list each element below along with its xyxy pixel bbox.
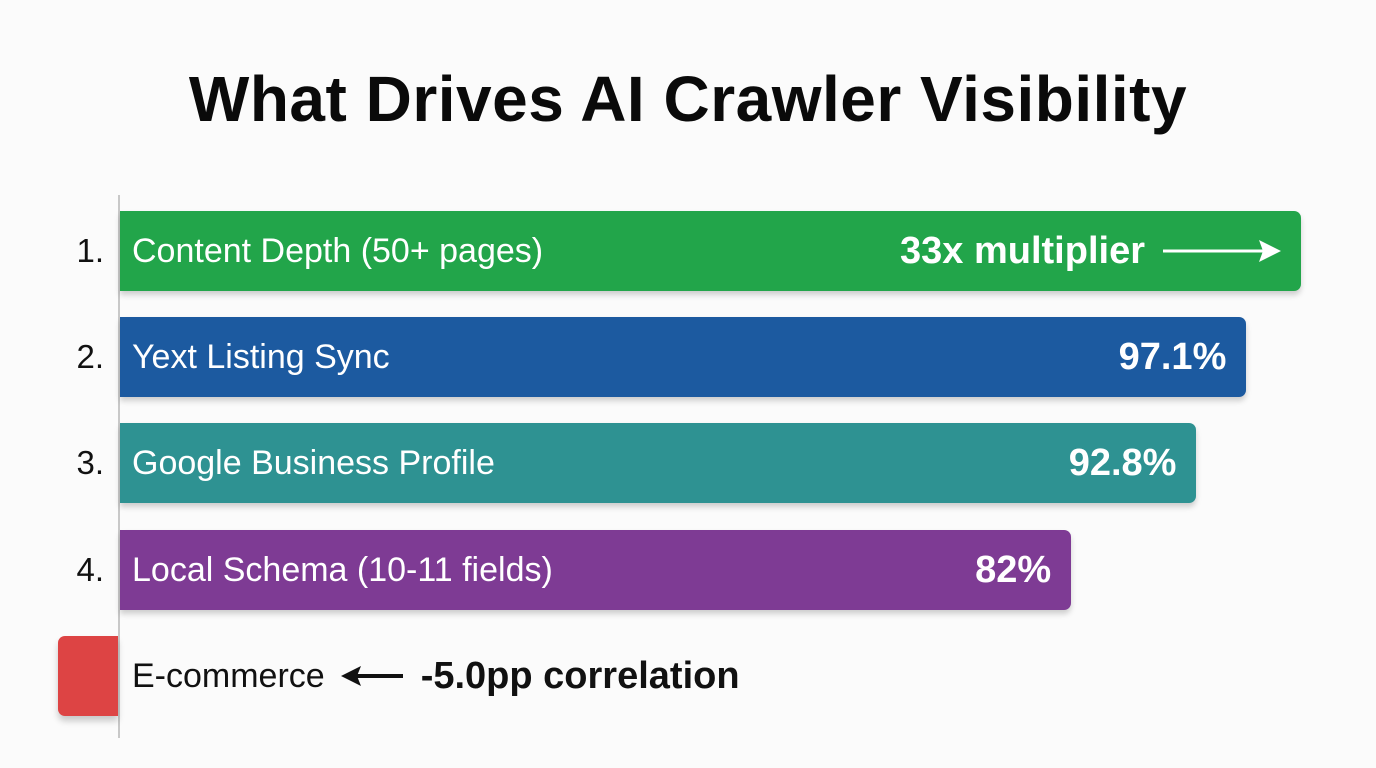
value-label: 92.8% [1068,442,1177,484]
bar: Yext Listing Sync 97.1% [120,317,1247,397]
bar-row: 3. Google Business Profile 92.8% [0,423,1376,503]
category-label: Yext Listing Sync [132,338,390,376]
bar: Local Schema (10-11 fields) 82% [120,530,1072,610]
bar: Content Depth (50+ pages) 33x multiplier [120,211,1301,291]
value-label-wrap: 33x multiplier [900,211,1281,291]
chart-title: What Drives AI Crawler Visibility [188,63,1188,135]
rank-label: 4. [76,551,104,588]
category-label: Google Business Profile [132,444,495,482]
rank-label: 2. [76,338,104,375]
value-label: 33x multiplier [900,230,1145,272]
value-label-wrap: 92.8% [1069,423,1177,503]
value-label-wrap: 82% [975,530,1051,610]
rank-label: 1. [76,232,104,269]
bar-row: 4. Local Schema (10-11 fields) 82% [0,530,1376,610]
negative-value-label: -5.0pp correlation [420,654,740,697]
rank-label: 3. [76,444,104,481]
value-label: 82% [975,549,1052,591]
arrow-right-icon [1163,240,1281,262]
negative-category-label: E-commerce [132,656,325,695]
arrow-left-icon [340,666,403,686]
category-label: Local Schema (10-11 fields) [132,551,553,589]
bar-row: 2. Yext Listing Sync 97.1% [0,317,1376,397]
category-label: Content Depth (50+ pages) [132,232,544,270]
value-label-wrap: 97.1% [1119,317,1227,397]
y-axis-line [118,195,120,738]
bar: Google Business Profile 92.8% [120,423,1197,503]
value-label: 97.1% [1118,336,1227,378]
bar-row: 1. Content Depth (50+ pages) 33x multiplie… [0,211,1376,291]
negative-row: E-commerce -5.0pp correlation [132,636,740,716]
negative-bar-ecommerce [58,636,118,716]
